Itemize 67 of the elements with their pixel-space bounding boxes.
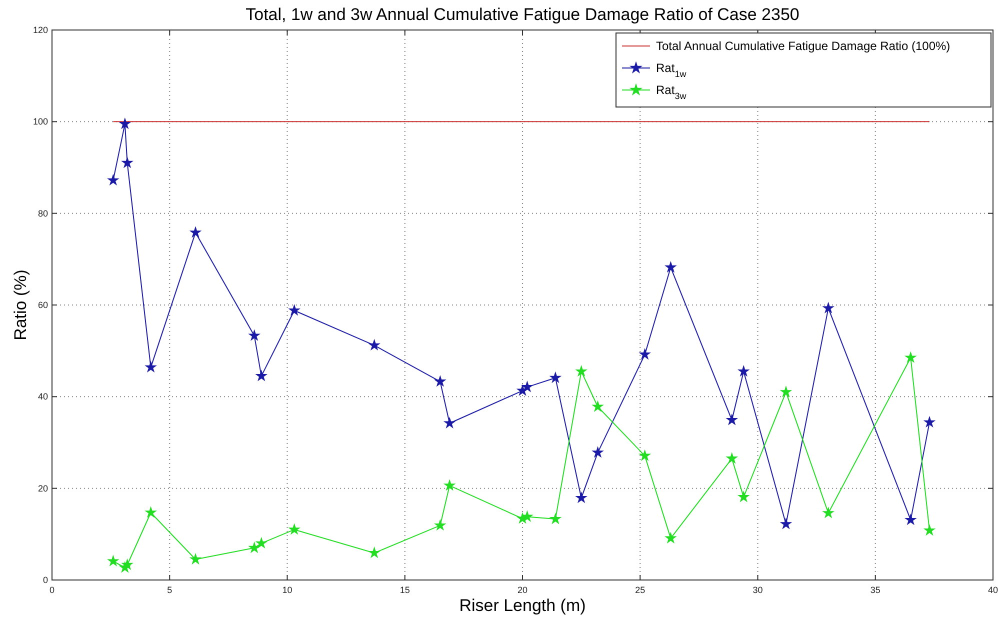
point xyxy=(738,491,749,502)
point xyxy=(434,376,446,386)
point xyxy=(288,524,300,534)
legend-label: Rat$_{1w}$ xyxy=(656,61,687,79)
y-tick-label: 80 xyxy=(38,208,48,218)
x-tick-label: 10 xyxy=(282,585,292,595)
point xyxy=(122,157,133,168)
point xyxy=(122,559,133,570)
chart-title: Total, 1w and 3w Annual Cumulative Fatigue Damage Ratio of Case 2350 xyxy=(246,5,800,24)
x-tick-label: 20 xyxy=(517,585,528,595)
point xyxy=(550,513,561,524)
x-tick-label: 40 xyxy=(988,585,998,595)
y-tick-label: 120 xyxy=(32,25,48,35)
point xyxy=(823,302,834,313)
y-tick-label: 100 xyxy=(32,116,48,127)
x-tick-label: 30 xyxy=(752,585,763,595)
point xyxy=(368,547,380,558)
point xyxy=(522,381,533,392)
x-tick-label: 25 xyxy=(635,585,646,595)
point xyxy=(249,542,260,552)
x-tick-label: 15 xyxy=(400,585,410,595)
point xyxy=(924,416,935,427)
point xyxy=(738,366,749,376)
point xyxy=(145,362,156,372)
y-tick-label: 60 xyxy=(38,300,48,310)
point xyxy=(640,348,650,360)
point xyxy=(145,507,156,518)
legend-label: Rat$_{3w}$ xyxy=(656,83,687,101)
point xyxy=(550,372,561,382)
point xyxy=(368,340,380,350)
y-tick-label: 0 xyxy=(42,575,48,585)
point xyxy=(444,480,455,490)
point xyxy=(444,418,455,428)
point xyxy=(780,518,792,529)
point xyxy=(576,366,587,376)
point xyxy=(256,370,267,381)
point xyxy=(726,452,738,464)
point xyxy=(780,386,792,397)
point xyxy=(434,520,446,530)
point xyxy=(640,450,650,460)
x-axis-title: Riser Length (m) xyxy=(459,596,586,615)
point xyxy=(592,401,604,412)
legend-label: Total Annual Cumulative Fatigue Damage Ratio (100%) xyxy=(656,39,950,53)
point xyxy=(576,492,587,503)
point xyxy=(190,554,201,564)
x-tick-label: 5 xyxy=(167,585,172,595)
point xyxy=(924,524,935,536)
point xyxy=(905,514,916,525)
point xyxy=(592,447,604,458)
point xyxy=(108,556,118,566)
point xyxy=(726,414,738,425)
x-tick-label: 0 xyxy=(49,585,55,595)
point xyxy=(665,262,676,272)
point xyxy=(120,118,130,129)
y-axis-title: Ratio (%) xyxy=(11,270,30,340)
y-tick-label: 40 xyxy=(38,392,48,402)
point xyxy=(249,330,260,340)
point xyxy=(823,508,834,518)
point xyxy=(190,227,201,238)
point xyxy=(256,538,267,548)
point xyxy=(665,532,676,543)
point xyxy=(108,174,118,185)
point xyxy=(522,511,533,522)
x-tick-label: 35 xyxy=(870,585,880,595)
point xyxy=(288,304,300,316)
y-tick-label: 20 xyxy=(38,483,48,494)
point xyxy=(905,352,916,362)
